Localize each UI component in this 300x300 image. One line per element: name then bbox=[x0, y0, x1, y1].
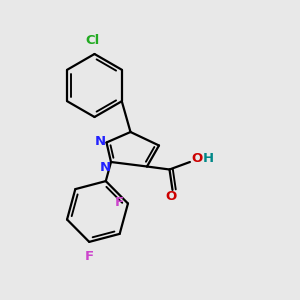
Text: O: O bbox=[191, 152, 203, 166]
Text: O: O bbox=[165, 190, 177, 203]
Text: N: N bbox=[94, 135, 106, 148]
Text: F: F bbox=[115, 196, 124, 209]
Text: H: H bbox=[203, 152, 214, 166]
Text: Cl: Cl bbox=[86, 34, 100, 46]
Text: F: F bbox=[85, 250, 94, 263]
Text: N: N bbox=[100, 161, 111, 174]
